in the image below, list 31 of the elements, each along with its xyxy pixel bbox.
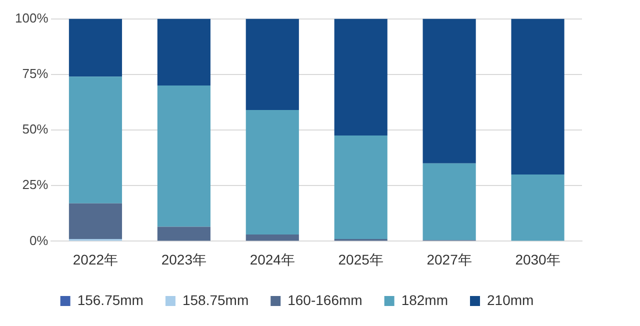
- bar: [511, 18, 564, 174]
- bar: [334, 136, 388, 239]
- bar: [246, 18, 299, 110]
- bar: [157, 18, 210, 86]
- bar: [157, 226, 210, 241]
- x-tick-label: 2027年: [426, 251, 472, 268]
- y-tick-label: 0%: [29, 232, 49, 248]
- bar: [511, 174, 564, 241]
- bar: [422, 163, 476, 240]
- y-tick-label: 75%: [22, 66, 49, 81]
- legend-label: 210mm: [486, 292, 534, 308]
- x-tick-label: 2030年: [515, 251, 560, 268]
- legend-label: 158.75mm: [182, 292, 249, 308]
- legend-label: 160-166mm: [288, 292, 362, 308]
- y-tick-label: 50%: [22, 122, 49, 137]
- bar: [68, 76, 122, 204]
- bar: [246, 234, 299, 241]
- bar: [68, 203, 122, 239]
- x-tick-label: 2023年: [161, 251, 207, 268]
- bar: [68, 18, 122, 77]
- y-tick-label: 25%: [22, 177, 49, 192]
- bar: [334, 18, 388, 136]
- y-tick-label: 100%: [15, 10, 49, 26]
- legend-label: 156.75mm: [77, 292, 144, 308]
- x-tick-label: 2024年: [250, 251, 295, 268]
- x-tick-label: 2025年: [338, 251, 384, 268]
- bar: [422, 18, 476, 164]
- legend-label: 182mm: [401, 292, 448, 308]
- bar: [157, 86, 210, 227]
- x-tick-label: 2022年: [72, 251, 118, 268]
- bar: [246, 110, 299, 235]
